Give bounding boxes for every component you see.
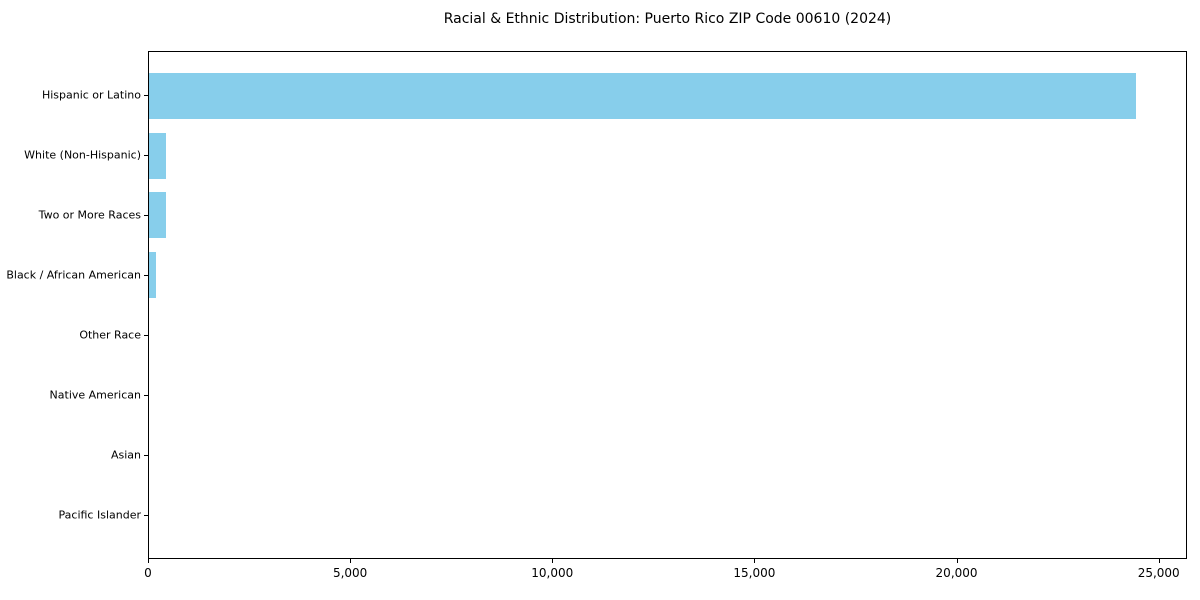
y-axis-label: Black / African American — [6, 268, 141, 282]
bar — [149, 252, 157, 299]
bar — [149, 72, 1136, 119]
bar-row — [149, 365, 1186, 425]
bar-row — [149, 245, 1186, 305]
y-tick-mark — [144, 335, 148, 336]
x-tick-label: 20,000 — [935, 566, 978, 580]
y-tick-mark — [144, 95, 148, 96]
y-axis-label: White (Non-Hispanic) — [24, 148, 141, 162]
x-tick-mark — [754, 559, 756, 563]
bar — [149, 132, 167, 179]
y-tick-mark — [144, 395, 148, 396]
bar-row — [149, 186, 1186, 246]
bars-container — [149, 52, 1186, 558]
x-tick-mark — [350, 559, 352, 563]
bar — [149, 192, 167, 239]
x-tick-mark — [956, 559, 958, 563]
x-tick-label: 5,000 — [332, 566, 368, 580]
bar-row — [149, 425, 1186, 485]
y-axis-label: Native American — [49, 388, 141, 402]
x-tick-mark — [552, 559, 554, 563]
y-tick-mark — [144, 155, 148, 156]
x-tick-label: 15,000 — [733, 566, 776, 580]
x-tick-mark — [1158, 559, 1160, 563]
y-axis-label: Other Race — [79, 328, 141, 342]
y-axis-label: Pacific Islander — [58, 508, 141, 522]
x-tick-label: 25,000 — [1137, 566, 1180, 580]
bar-row — [149, 305, 1186, 365]
plot-area — [148, 51, 1187, 559]
y-axis-label: Two or More Races — [38, 208, 141, 222]
x-tick-mark — [148, 559, 149, 563]
bar-row — [149, 484, 1186, 544]
y-axis-label: Asian — [110, 448, 141, 462]
chart-title: Racial & Ethnic Distribution: Puerto Ric… — [443, 11, 892, 27]
y-axis-label: Hispanic or Latino — [41, 88, 141, 102]
y-tick-mark — [144, 455, 148, 456]
x-tick-label: 10,000 — [531, 566, 574, 580]
bar-row — [149, 126, 1186, 186]
y-tick-mark — [144, 215, 148, 216]
bar-row — [149, 66, 1186, 126]
x-tick-label: 0 — [144, 566, 152, 580]
y-tick-mark — [144, 275, 148, 276]
y-tick-mark — [144, 515, 148, 516]
